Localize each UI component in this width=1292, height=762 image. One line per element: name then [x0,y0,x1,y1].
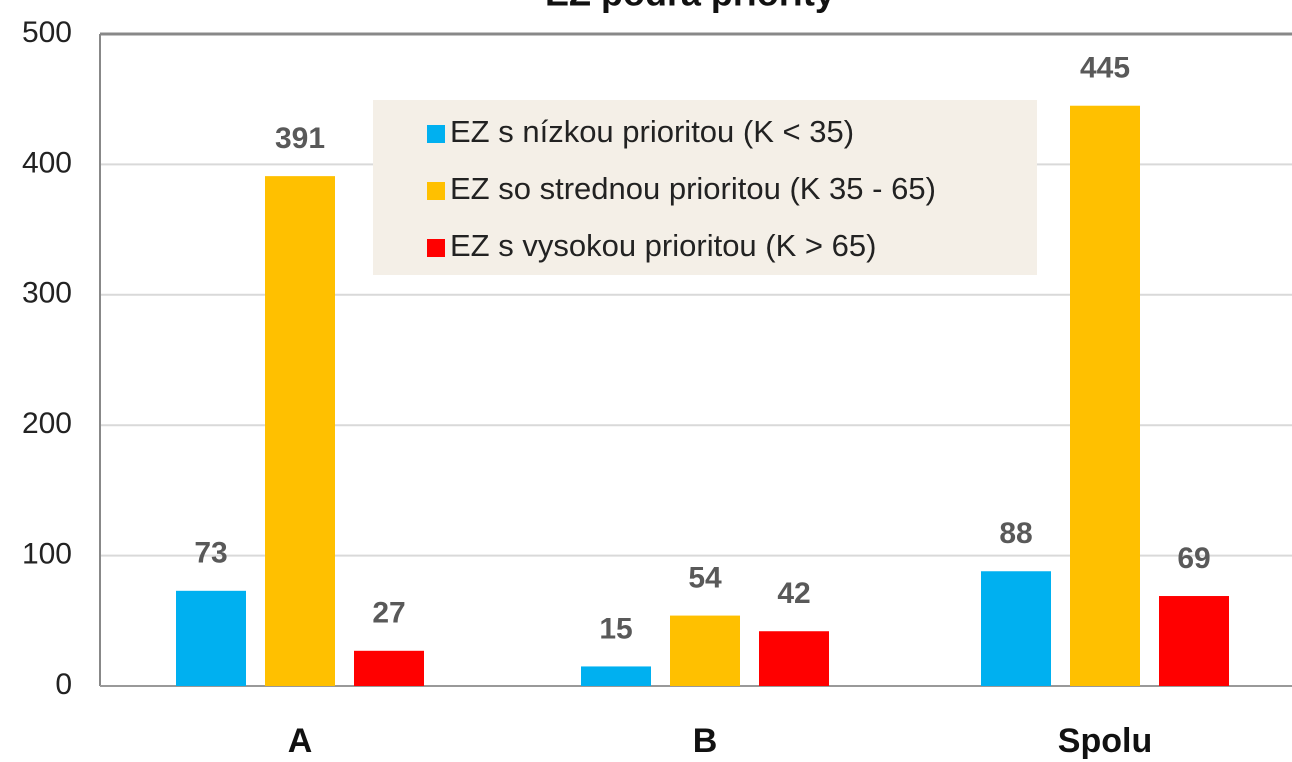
legend-box [373,100,1037,275]
bar [354,650,424,686]
x-tick-label: A [288,722,313,760]
value-label: 27 [372,597,405,630]
bar [1159,596,1229,686]
bar [981,571,1051,686]
x-tick-label: Spolu [1058,722,1152,760]
bar [670,615,740,686]
legend-label: EZ s vysokou prioritou (K > 65) [450,228,876,263]
value-label: 391 [275,122,325,155]
value-label: 42 [777,577,810,610]
value-label: 88 [999,517,1032,550]
y-tick-label: 400 [22,146,72,179]
legend-label: EZ s nízkou prioritou (K < 35) [450,114,854,149]
value-label: 54 [688,562,722,595]
value-label: 73 [194,537,227,570]
y-tick-label: 100 [22,538,72,571]
bar [265,176,335,687]
y-tick-label: 0 [55,668,72,701]
y-tick-label: 200 [22,407,72,440]
value-label: 15 [599,612,632,645]
legend-swatch [427,182,445,200]
bar [759,631,829,686]
chart-title: EZ podľa priority [545,0,835,14]
x-tick-label: B [693,722,718,760]
y-tick-label: 500 [22,16,72,49]
value-label: 69 [1177,542,1210,575]
value-label: 445 [1080,52,1130,85]
legend-swatch [427,125,445,143]
legend-swatch [427,239,445,257]
bar [176,590,246,686]
legend-label: EZ so strednou prioritou (K 35 - 65) [450,171,936,206]
bar [581,666,651,686]
y-tick-label: 300 [22,277,72,310]
bar [1070,105,1140,687]
